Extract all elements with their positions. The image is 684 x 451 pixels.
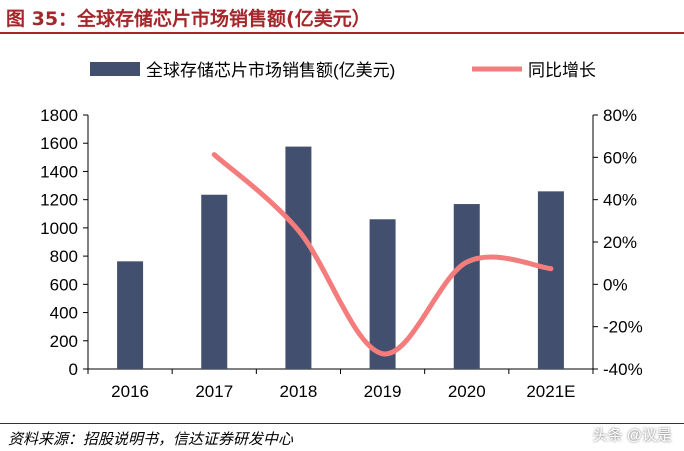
- left-tick-label: 800: [50, 247, 78, 266]
- right-tick-label: 20%: [603, 233, 637, 252]
- bar-2017: [201, 194, 228, 369]
- left-tick-label: 1600: [40, 134, 78, 153]
- right-tick-label: -40%: [603, 360, 643, 379]
- legend-line-label: 同比增长: [528, 61, 596, 80]
- x-tick-label: 2017: [195, 382, 233, 401]
- title-divider: [0, 32, 684, 34]
- bar-2016: [117, 261, 144, 369]
- legend-bar-swatch: [90, 62, 140, 76]
- right-tick-label: 40%: [603, 191, 637, 210]
- left-tick-label: 1000: [40, 219, 78, 238]
- left-tick-label: 600: [50, 275, 78, 294]
- left-tick-label: 0: [69, 360, 78, 379]
- chart-title: 图 35：全球存储芯片市场销售额(亿美元）: [6, 8, 371, 30]
- left-tick-label: 1800: [40, 106, 78, 125]
- footer-divider: [0, 423, 684, 424]
- bar-2020: [453, 204, 480, 369]
- x-tick-label: 2018: [280, 382, 318, 401]
- watermark: 头条 @议是: [592, 427, 672, 444]
- right-tick-label: -20%: [603, 318, 643, 337]
- left-tick-label: 1400: [40, 162, 78, 181]
- right-tick-label: 80%: [603, 106, 637, 125]
- left-tick-label: 200: [50, 332, 78, 351]
- x-tick-label: 2021E: [526, 382, 575, 401]
- right-tick-label: 0%: [603, 275, 628, 294]
- bar-2018: [285, 146, 312, 369]
- right-tick-label: 60%: [603, 148, 637, 167]
- x-tick-label: 2016: [111, 382, 149, 401]
- x-tick-label: 2020: [448, 382, 486, 401]
- legend-bar-label: 全球存储芯片市场销售额(亿美元): [146, 61, 395, 80]
- left-tick-label: 1200: [40, 191, 78, 210]
- bar-2021E: [537, 191, 564, 369]
- x-tick-label: 2019: [364, 382, 402, 401]
- source-note: 资料来源：招股说明书，信达证券研发中心: [8, 430, 294, 448]
- bar-2019: [369, 219, 396, 369]
- left-tick-label: 400: [50, 304, 78, 323]
